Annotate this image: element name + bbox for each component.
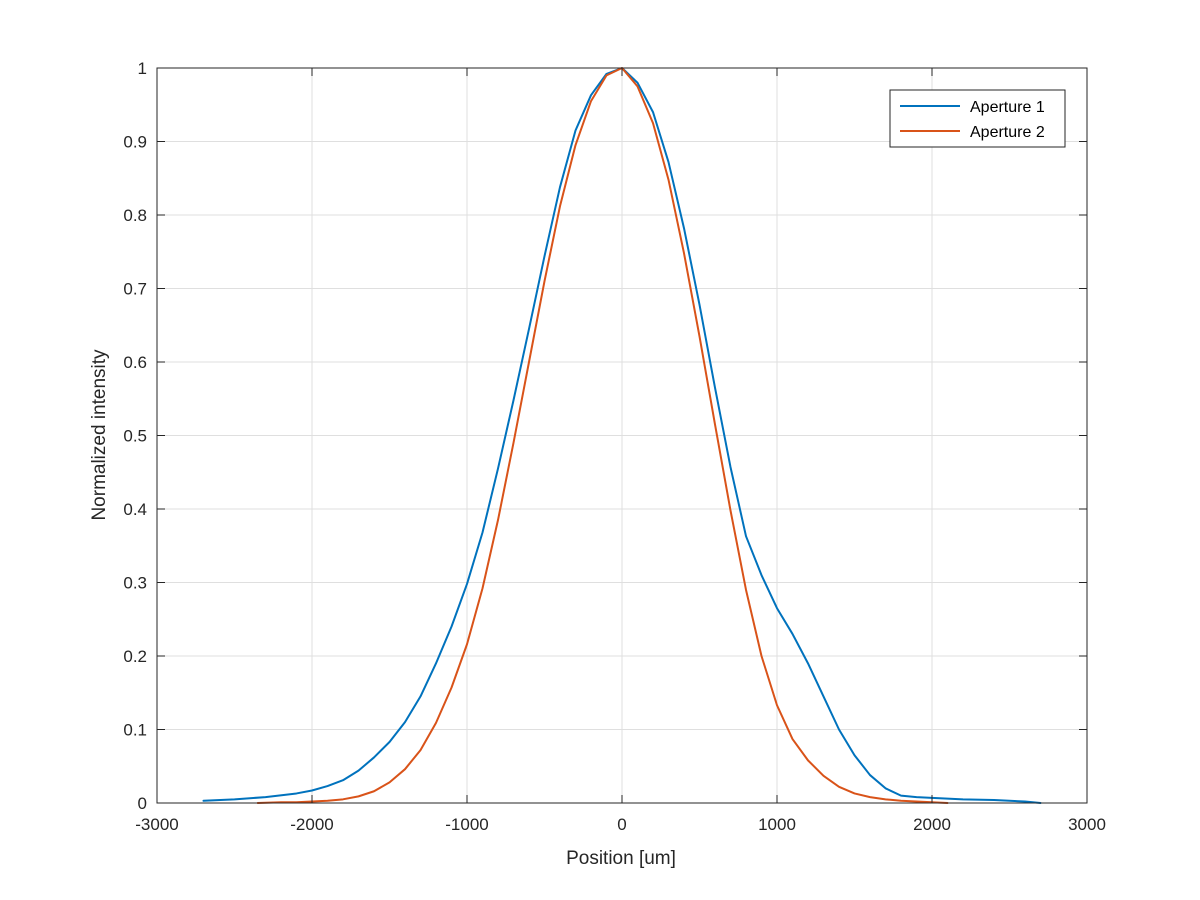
y-tick-label: 0 [138, 794, 147, 813]
y-tick-label: 0.5 [123, 427, 147, 446]
y-tick-label: 0.8 [123, 206, 147, 225]
legend-box [889, 89, 1066, 148]
x-tick-label: 3000 [1068, 815, 1106, 834]
y-tick-label: 0.2 [123, 647, 147, 666]
tick-labels: -3000 -2000 -1000 0 1000 2000 3000 0 0.1 0.2 0.3 0.… [123, 59, 1106, 834]
legend-label-aperture-1: Aperture 1 [970, 99, 1045, 116]
x-tick-label: 1000 [758, 815, 796, 834]
x-tick-label: 0 [617, 815, 626, 834]
legend: Aperture 1 Aperture 2 [889, 89, 1066, 148]
x-tick-label: 2000 [913, 815, 951, 834]
y-tick-label: 0.4 [123, 500, 147, 519]
y-tick-label: 0.1 [123, 721, 147, 740]
y-tick-label: 0.3 [123, 574, 147, 593]
x-axis-label: Position [um] [566, 848, 676, 869]
y-tick-label: 0.7 [123, 280, 147, 299]
y-tick-label: 1 [138, 59, 147, 78]
y-tick-label: 0.6 [123, 353, 147, 372]
x-tick-label: -3000 [135, 815, 178, 834]
axes [156, 67, 1088, 804]
x-tick-label: -1000 [445, 815, 488, 834]
y-tick-label: 0.9 [123, 133, 147, 152]
series-line-aperture-2 [256, 67, 949, 804]
y-axis-label: Normalized intensity [89, 349, 110, 521]
x-tick-label: -2000 [290, 815, 333, 834]
legend-label-aperture-2: Aperture 2 [970, 124, 1045, 141]
